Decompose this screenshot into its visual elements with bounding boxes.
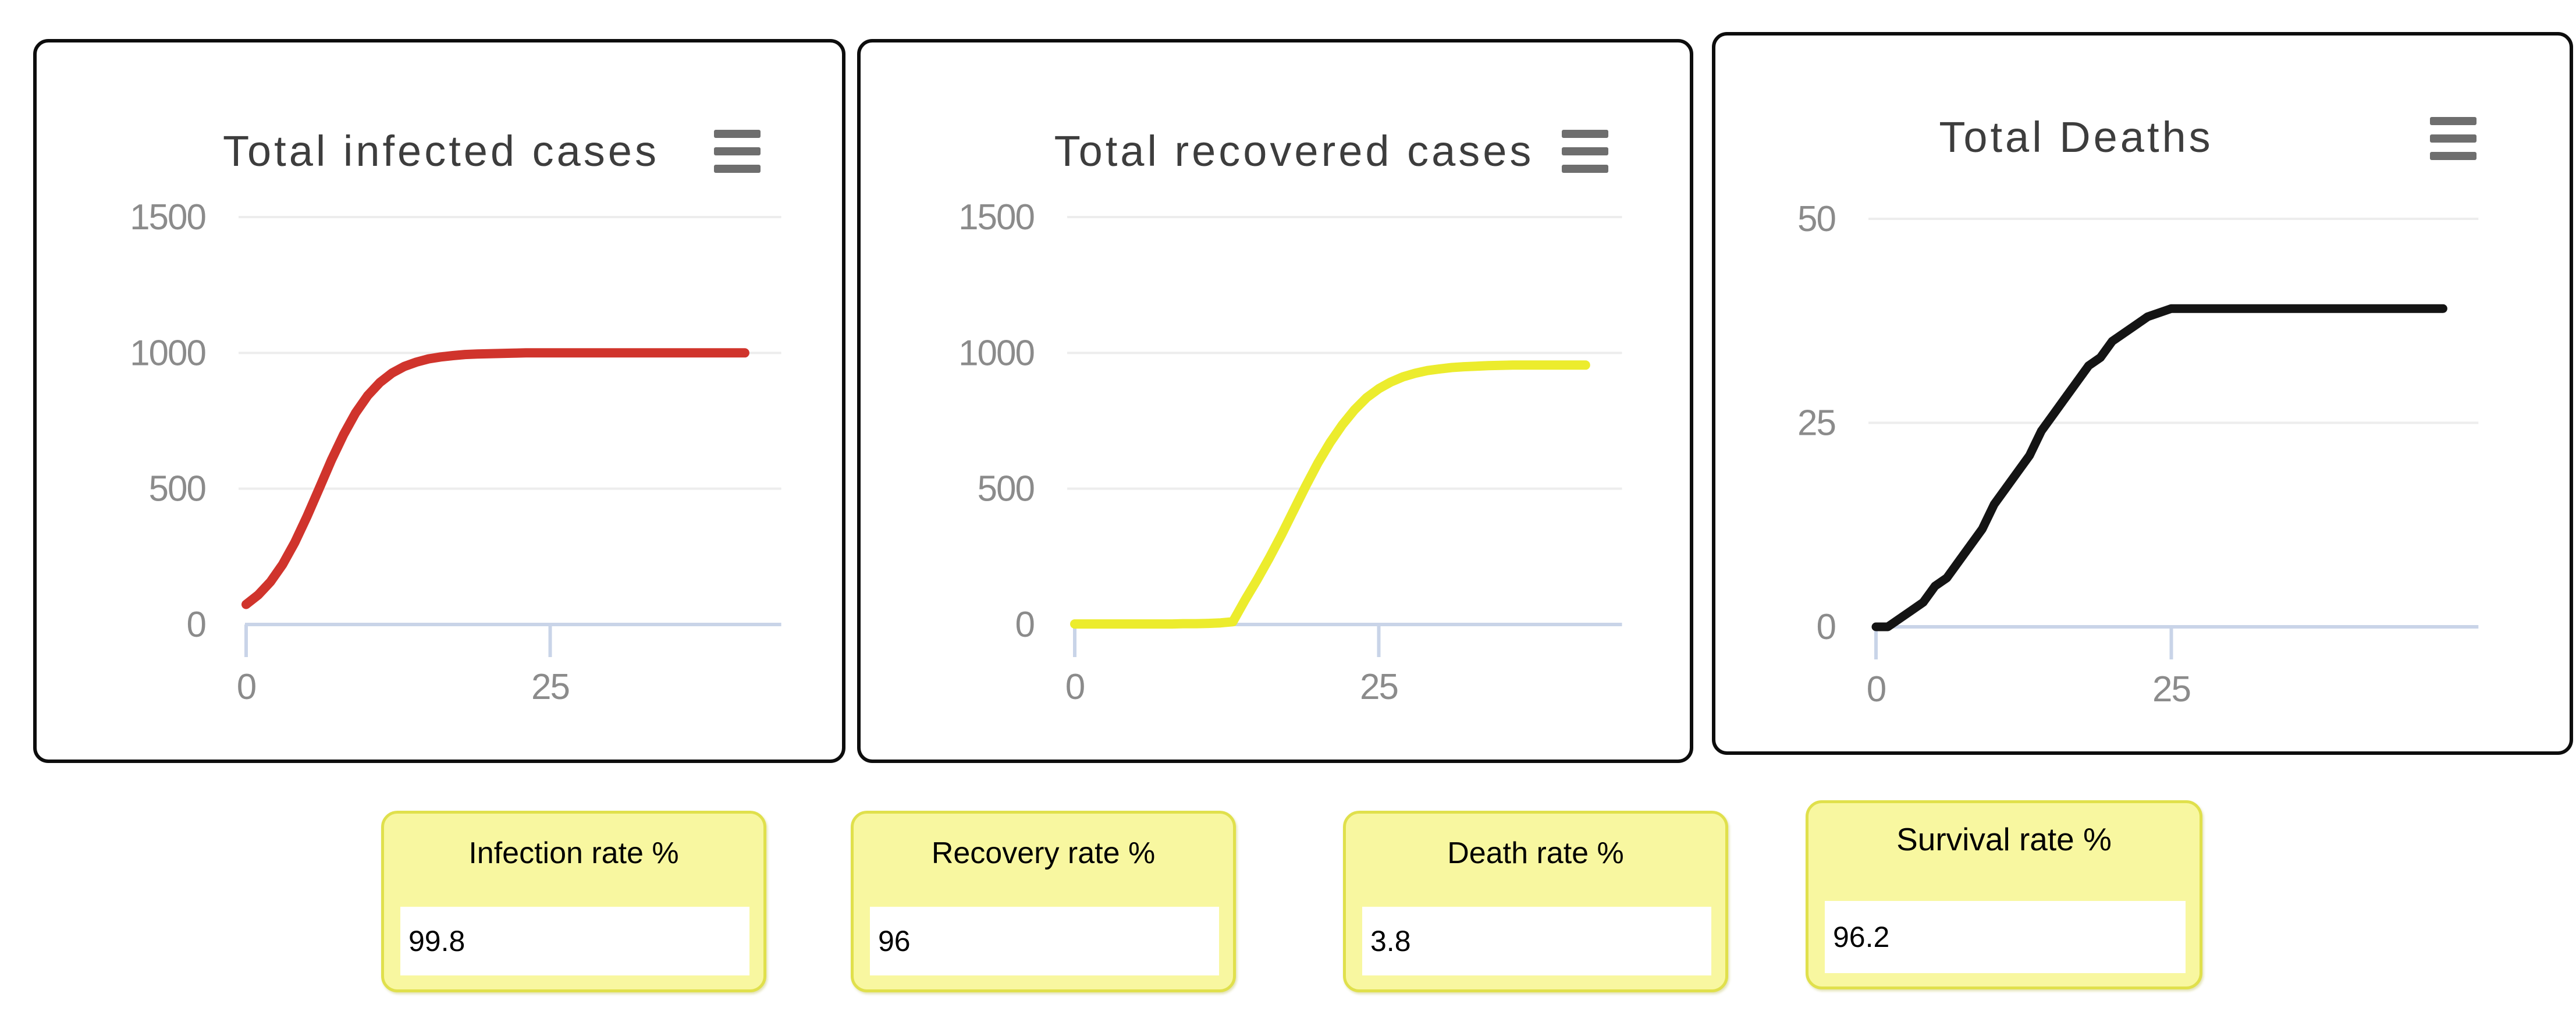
menu-bar — [2430, 134, 2476, 143]
x-axis-tick-label: 25 — [531, 667, 569, 707]
y-axis-tick-label: 50 — [1797, 199, 1835, 239]
x-axis-tick-label: 0 — [1065, 667, 1085, 707]
x-axis-tick-label: 0 — [1867, 669, 1886, 709]
y-axis-tick-label: 25 — [1797, 403, 1835, 443]
survival-rate-input[interactable] — [1825, 901, 2186, 973]
deaths-chart: Total Deaths 0 25 50 0 25 — [1797, 113, 2479, 709]
menu-bar — [2430, 117, 2476, 125]
survival-rate-card: Survival rate % — [1806, 800, 2202, 989]
infection-rate-label: Infection rate % — [468, 836, 679, 870]
menu-bar — [1562, 165, 1608, 173]
chart-title: Total recovered cases — [1054, 127, 1534, 175]
death-rate-input[interactable] — [1362, 907, 1711, 975]
recovery-rate-label: Recovery rate % — [931, 836, 1156, 870]
y-axis-tick-label: 500 — [978, 469, 1035, 509]
y-axis-tick-label: 0 — [187, 605, 206, 645]
deaths-series-line — [1871, 304, 2447, 631]
infection-rate-card: Infection rate % — [381, 811, 766, 992]
menu-bar — [1562, 147, 1608, 155]
y-axis-tick-label: 1500 — [958, 197, 1034, 237]
hamburger-menu-icon[interactable] — [714, 130, 761, 173]
menu-bar — [714, 130, 761, 138]
menu-bar — [714, 147, 761, 155]
infection-rate-input[interactable] — [400, 907, 749, 975]
y-axis-tick-label: 1500 — [130, 197, 205, 237]
death-rate-card: Death rate % — [1343, 811, 1728, 992]
hamburger-menu-icon[interactable] — [1562, 130, 1608, 173]
y-axis-tick-label: 500 — [149, 469, 206, 509]
infected-chart: Total infected cases 0 500 1000 1500 0 25 — [130, 127, 781, 707]
menu-bar — [2430, 152, 2476, 160]
recovery-rate-input[interactable] — [870, 907, 1219, 975]
recovered-chart-panel: Total recovered cases 0 500 1000 1500 0 25 — [857, 39, 1693, 763]
survival-rate-label: Survival rate % — [1896, 821, 2112, 857]
infected-chart-panel: Total infected cases 0 500 1000 1500 0 25 — [33, 39, 845, 763]
y-axis-tick-label: 0 — [1817, 607, 1836, 647]
y-axis-tick-label: 0 — [1015, 605, 1035, 645]
infected-series-line — [241, 348, 749, 609]
hamburger-menu-icon[interactable] — [2430, 117, 2476, 160]
y-axis-tick-label: 1000 — [958, 333, 1034, 373]
recovery-rate-card: Recovery rate % — [851, 811, 1236, 992]
recovered-chart: Total recovered cases 0 500 1000 1500 0 25 — [958, 127, 1622, 707]
chart-title: Total Deaths — [1939, 113, 2213, 161]
chart-title: Total infected cases — [223, 127, 659, 175]
menu-bar — [714, 165, 761, 173]
y-axis-tick-label: 1000 — [130, 333, 205, 373]
deaths-chart-panel: Total Deaths 0 25 50 0 25 — [1712, 32, 2573, 755]
menu-bar — [1562, 130, 1608, 138]
x-axis-tick-label: 0 — [237, 667, 256, 707]
recovered-series-line — [1070, 360, 1590, 629]
x-axis-tick-label: 25 — [1360, 667, 1398, 707]
x-axis-tick-label: 25 — [2152, 669, 2190, 709]
death-rate-label: Death rate % — [1447, 836, 1624, 870]
